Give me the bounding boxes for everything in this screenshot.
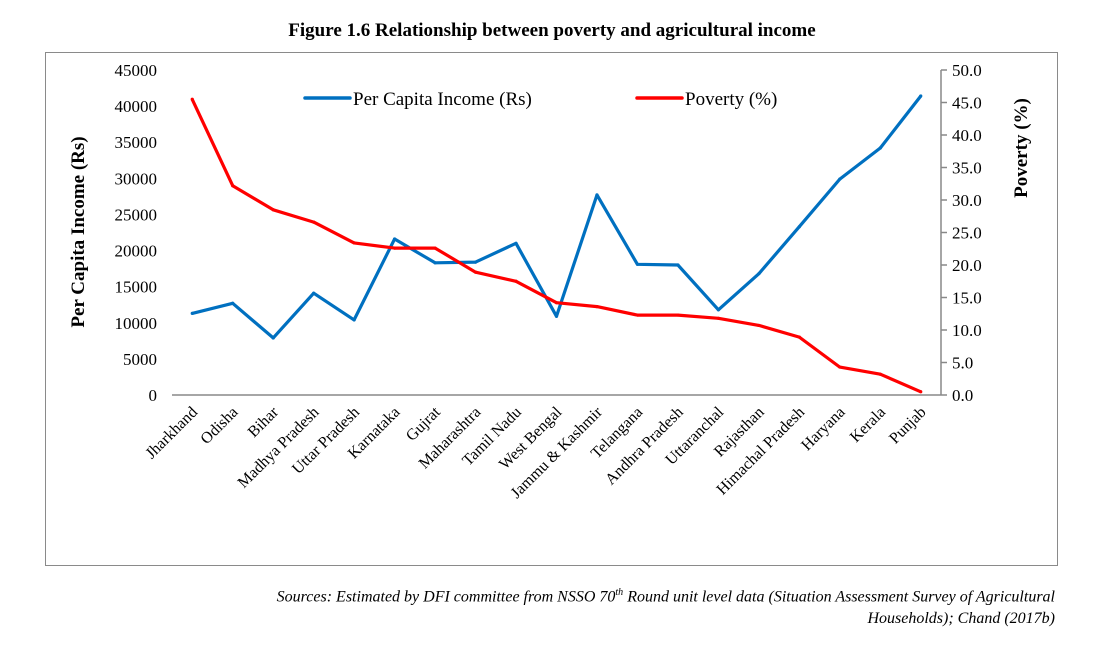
legend-label: Per Capita Income (Rs) bbox=[353, 89, 532, 110]
data-point bbox=[271, 208, 275, 212]
right-tick-label: 25.0 bbox=[952, 224, 982, 243]
data-point bbox=[838, 177, 842, 181]
legend-label: Poverty (%) bbox=[685, 89, 777, 110]
left-tick-label: 0 bbox=[149, 386, 158, 405]
data-point bbox=[838, 365, 842, 369]
data-point bbox=[757, 323, 761, 328]
data-point bbox=[797, 225, 801, 229]
source-line1-suffix: Round unit level data (Situation Assessm… bbox=[623, 588, 1055, 606]
data-point bbox=[393, 237, 397, 241]
data-point bbox=[514, 241, 518, 245]
x-tick-label: Jharkhand bbox=[143, 404, 202, 463]
x-tick-label: Odisha bbox=[197, 404, 241, 448]
data-point bbox=[231, 184, 235, 188]
data-point bbox=[514, 279, 518, 283]
data-point bbox=[757, 272, 761, 276]
data-point bbox=[433, 246, 437, 250]
right-tick-label: 40.0 bbox=[952, 126, 982, 145]
left-tick-label: 35000 bbox=[115, 133, 158, 152]
left-tick-label: 5000 bbox=[123, 350, 157, 369]
right-tick-label: 10.0 bbox=[952, 321, 982, 340]
x-tick-label: Kerala bbox=[847, 404, 889, 446]
data-point bbox=[676, 263, 680, 267]
left-tick-label: 20000 bbox=[115, 242, 158, 261]
data-point bbox=[312, 220, 316, 224]
x-tick-label: Punjab bbox=[886, 404, 929, 447]
data-point bbox=[919, 94, 923, 98]
data-point bbox=[190, 97, 194, 101]
x-tick-label: Bihar bbox=[245, 403, 283, 441]
data-point bbox=[878, 372, 882, 376]
source-line2: Households); Chand (2017b) bbox=[867, 610, 1055, 628]
series-line-poverty bbox=[190, 98, 922, 394]
left-tick-label: 15000 bbox=[115, 278, 158, 297]
right-tick-label: 30.0 bbox=[952, 191, 982, 210]
data-point bbox=[716, 316, 720, 320]
right-tick-label: 15.0 bbox=[952, 289, 982, 308]
right-tick-label: 35.0 bbox=[952, 159, 982, 178]
right-tick-label: 50.0 bbox=[952, 61, 982, 80]
source-line1-prefix: Sources: Estimated by DFI committee from… bbox=[276, 588, 616, 606]
source-note: Sources: Estimated by DFI committee from… bbox=[60, 582, 1055, 630]
right-tick-label: 5.0 bbox=[952, 354, 973, 373]
data-point bbox=[352, 241, 356, 245]
data-point bbox=[676, 313, 680, 317]
data-point bbox=[878, 146, 882, 150]
data-point bbox=[554, 301, 559, 305]
data-point bbox=[433, 261, 437, 265]
left-tick-label: 25000 bbox=[115, 205, 158, 224]
data-point bbox=[595, 305, 599, 309]
chart-title: Figure 1.6 Relationship between poverty … bbox=[288, 20, 816, 41]
left-tick-label: 10000 bbox=[115, 314, 158, 333]
left-axis-title: Per Capita Income (Rs) bbox=[68, 136, 89, 327]
data-point bbox=[271, 336, 275, 340]
left-tick-label: 40000 bbox=[115, 97, 158, 116]
right-tick-label: 45.0 bbox=[952, 94, 982, 113]
left-tick-label: 45000 bbox=[115, 61, 158, 80]
data-point bbox=[393, 246, 397, 250]
data-point bbox=[797, 335, 801, 339]
data-point bbox=[473, 260, 478, 264]
data-point bbox=[312, 291, 316, 295]
right-tick-label: 0.0 bbox=[952, 386, 973, 405]
data-point bbox=[635, 313, 640, 317]
chart-frame bbox=[45, 52, 1058, 566]
data-point bbox=[473, 270, 478, 274]
data-point bbox=[919, 390, 923, 394]
right-tick-label: 20.0 bbox=[952, 256, 982, 275]
data-point bbox=[231, 301, 235, 305]
x-tick-label: Haryana bbox=[798, 404, 848, 454]
source-sup: th bbox=[615, 587, 624, 598]
data-point bbox=[635, 262, 640, 266]
data-point bbox=[190, 311, 194, 315]
data-point bbox=[554, 314, 559, 318]
left-tick-label: 30000 bbox=[115, 169, 158, 188]
data-point bbox=[352, 318, 356, 322]
right-axis-title: Poverty (%) bbox=[1011, 98, 1032, 198]
data-point bbox=[716, 308, 720, 312]
data-point bbox=[595, 193, 599, 197]
